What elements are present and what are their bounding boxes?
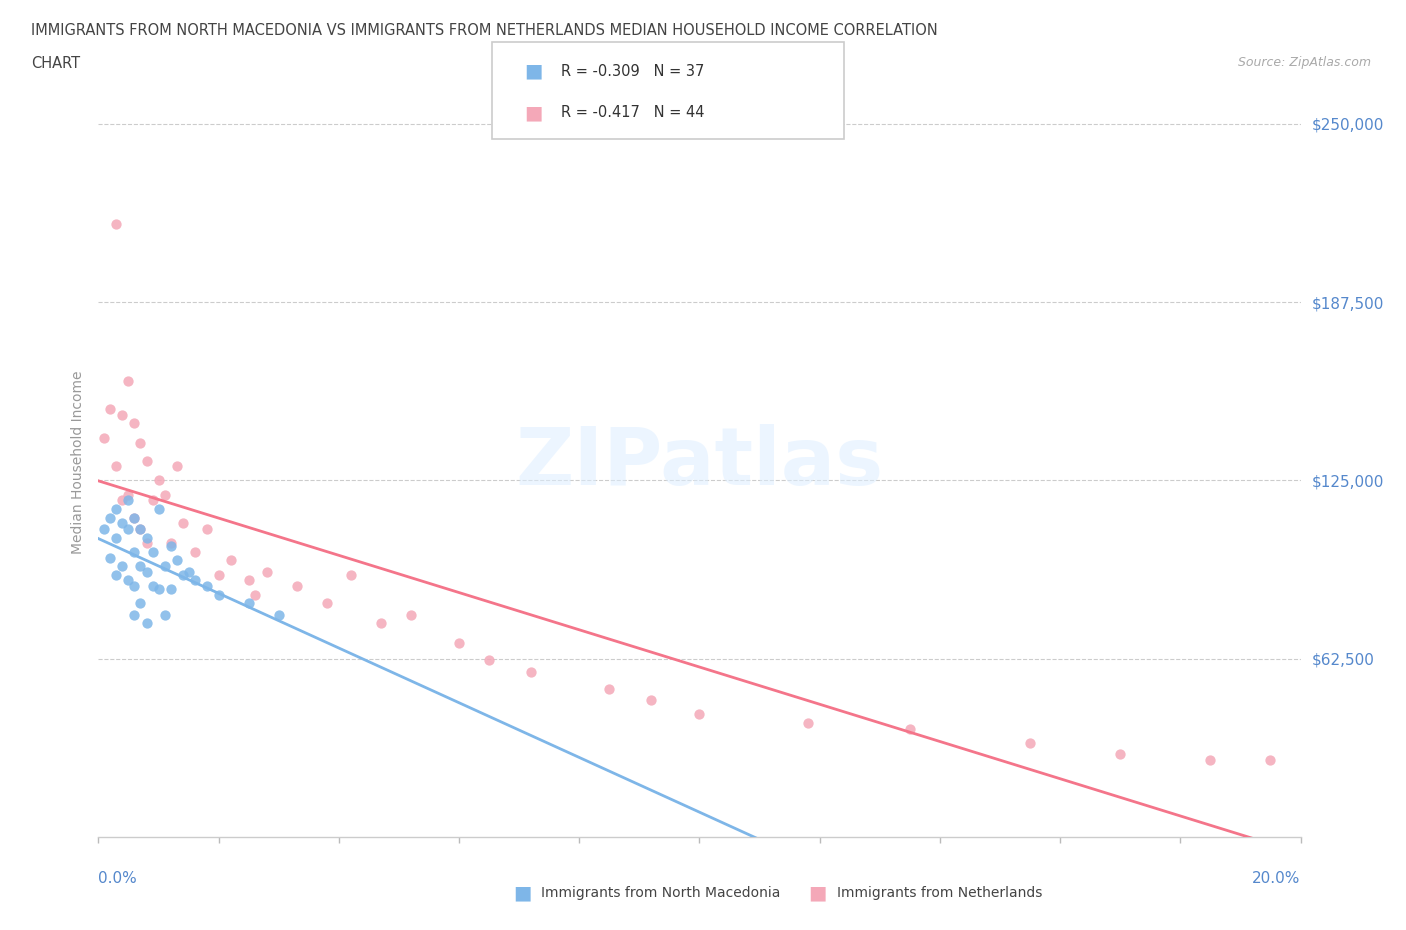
Point: [135, 536, 157, 551]
Point: [124, 511, 146, 525]
Point: [153, 559, 176, 574]
Point: [148, 581, 170, 596]
Point: [111, 407, 134, 422]
Point: [129, 522, 152, 537]
Point: [243, 587, 266, 602]
Text: ■: ■: [524, 61, 543, 81]
Point: [117, 522, 139, 537]
Text: IMMIGRANTS FROM NORTH MACEDONIA VS IMMIGRANTS FROM NETHERLANDS MEDIAN HOUSEHOLD : IMMIGRANTS FROM NORTH MACEDONIA VS IMMIG…: [31, 23, 938, 38]
Text: R = -0.309   N = 37: R = -0.309 N = 37: [561, 64, 704, 79]
Point: [105, 217, 128, 232]
Point: [1019, 736, 1042, 751]
Point: [129, 559, 152, 574]
Text: R = -0.417   N = 44: R = -0.417 N = 44: [561, 105, 704, 120]
Point: [141, 493, 163, 508]
Y-axis label: Median Household Income: Median Household Income: [70, 371, 84, 554]
Point: [208, 567, 231, 582]
Text: CHART: CHART: [31, 56, 80, 71]
Point: [447, 635, 470, 650]
Point: [153, 607, 176, 622]
Point: [117, 487, 139, 502]
Point: [111, 516, 134, 531]
Point: [100, 550, 122, 565]
Point: [183, 573, 205, 588]
Point: [267, 607, 290, 622]
Point: [177, 565, 200, 579]
Text: Source: ZipAtlas.com: Source: ZipAtlas.com: [1237, 56, 1371, 69]
Point: [285, 578, 308, 593]
Point: [148, 501, 170, 516]
Point: [370, 616, 392, 631]
Point: [1260, 752, 1282, 767]
Point: [105, 458, 128, 473]
Text: 0.0%: 0.0%: [98, 870, 138, 885]
Point: [129, 522, 152, 537]
Point: [159, 536, 181, 551]
Point: [219, 553, 242, 568]
Point: [105, 567, 128, 582]
Point: [238, 573, 260, 588]
Point: [238, 596, 260, 611]
Point: [124, 544, 146, 559]
Point: [124, 511, 146, 525]
Text: ■: ■: [524, 103, 543, 122]
Point: [172, 567, 194, 582]
Text: ZIPatlas: ZIPatlas: [516, 424, 883, 501]
Point: [172, 516, 194, 531]
Point: [141, 544, 163, 559]
Point: [117, 373, 139, 388]
Point: [478, 653, 501, 668]
Point: [124, 578, 146, 593]
Point: [166, 553, 188, 568]
Point: [93, 431, 115, 445]
Point: [1109, 747, 1132, 762]
Point: [256, 565, 278, 579]
Point: [195, 578, 218, 593]
Point: [898, 721, 921, 736]
Point: [105, 530, 128, 545]
Point: [166, 458, 188, 473]
Point: [105, 501, 128, 516]
Point: [688, 707, 710, 722]
Point: [117, 493, 139, 508]
Point: [100, 511, 122, 525]
Point: [796, 715, 818, 730]
Text: ■: ■: [513, 884, 531, 902]
Text: 20.0%: 20.0%: [1253, 870, 1301, 885]
Point: [135, 565, 157, 579]
Point: [129, 596, 152, 611]
Point: [598, 682, 620, 697]
Point: [315, 596, 337, 611]
Text: Immigrants from North Macedonia: Immigrants from North Macedonia: [541, 885, 780, 900]
Point: [135, 453, 157, 468]
Point: [129, 436, 152, 451]
Point: [117, 573, 139, 588]
Point: [208, 587, 231, 602]
Point: [153, 487, 176, 502]
Point: [124, 416, 146, 431]
Point: [1199, 752, 1222, 767]
Point: [183, 544, 205, 559]
Text: Immigrants from Netherlands: Immigrants from Netherlands: [837, 885, 1042, 900]
Point: [159, 538, 181, 553]
Point: [124, 607, 146, 622]
Point: [135, 530, 157, 545]
Point: [148, 473, 170, 488]
Point: [93, 522, 115, 537]
Point: [135, 616, 157, 631]
Point: [640, 693, 662, 708]
Point: [195, 522, 218, 537]
Point: [111, 493, 134, 508]
Text: ■: ■: [808, 884, 827, 902]
Point: [520, 664, 543, 679]
Point: [399, 607, 422, 622]
Point: [340, 567, 363, 582]
Point: [111, 559, 134, 574]
Point: [100, 402, 122, 417]
Point: [159, 581, 181, 596]
Point: [141, 578, 163, 593]
